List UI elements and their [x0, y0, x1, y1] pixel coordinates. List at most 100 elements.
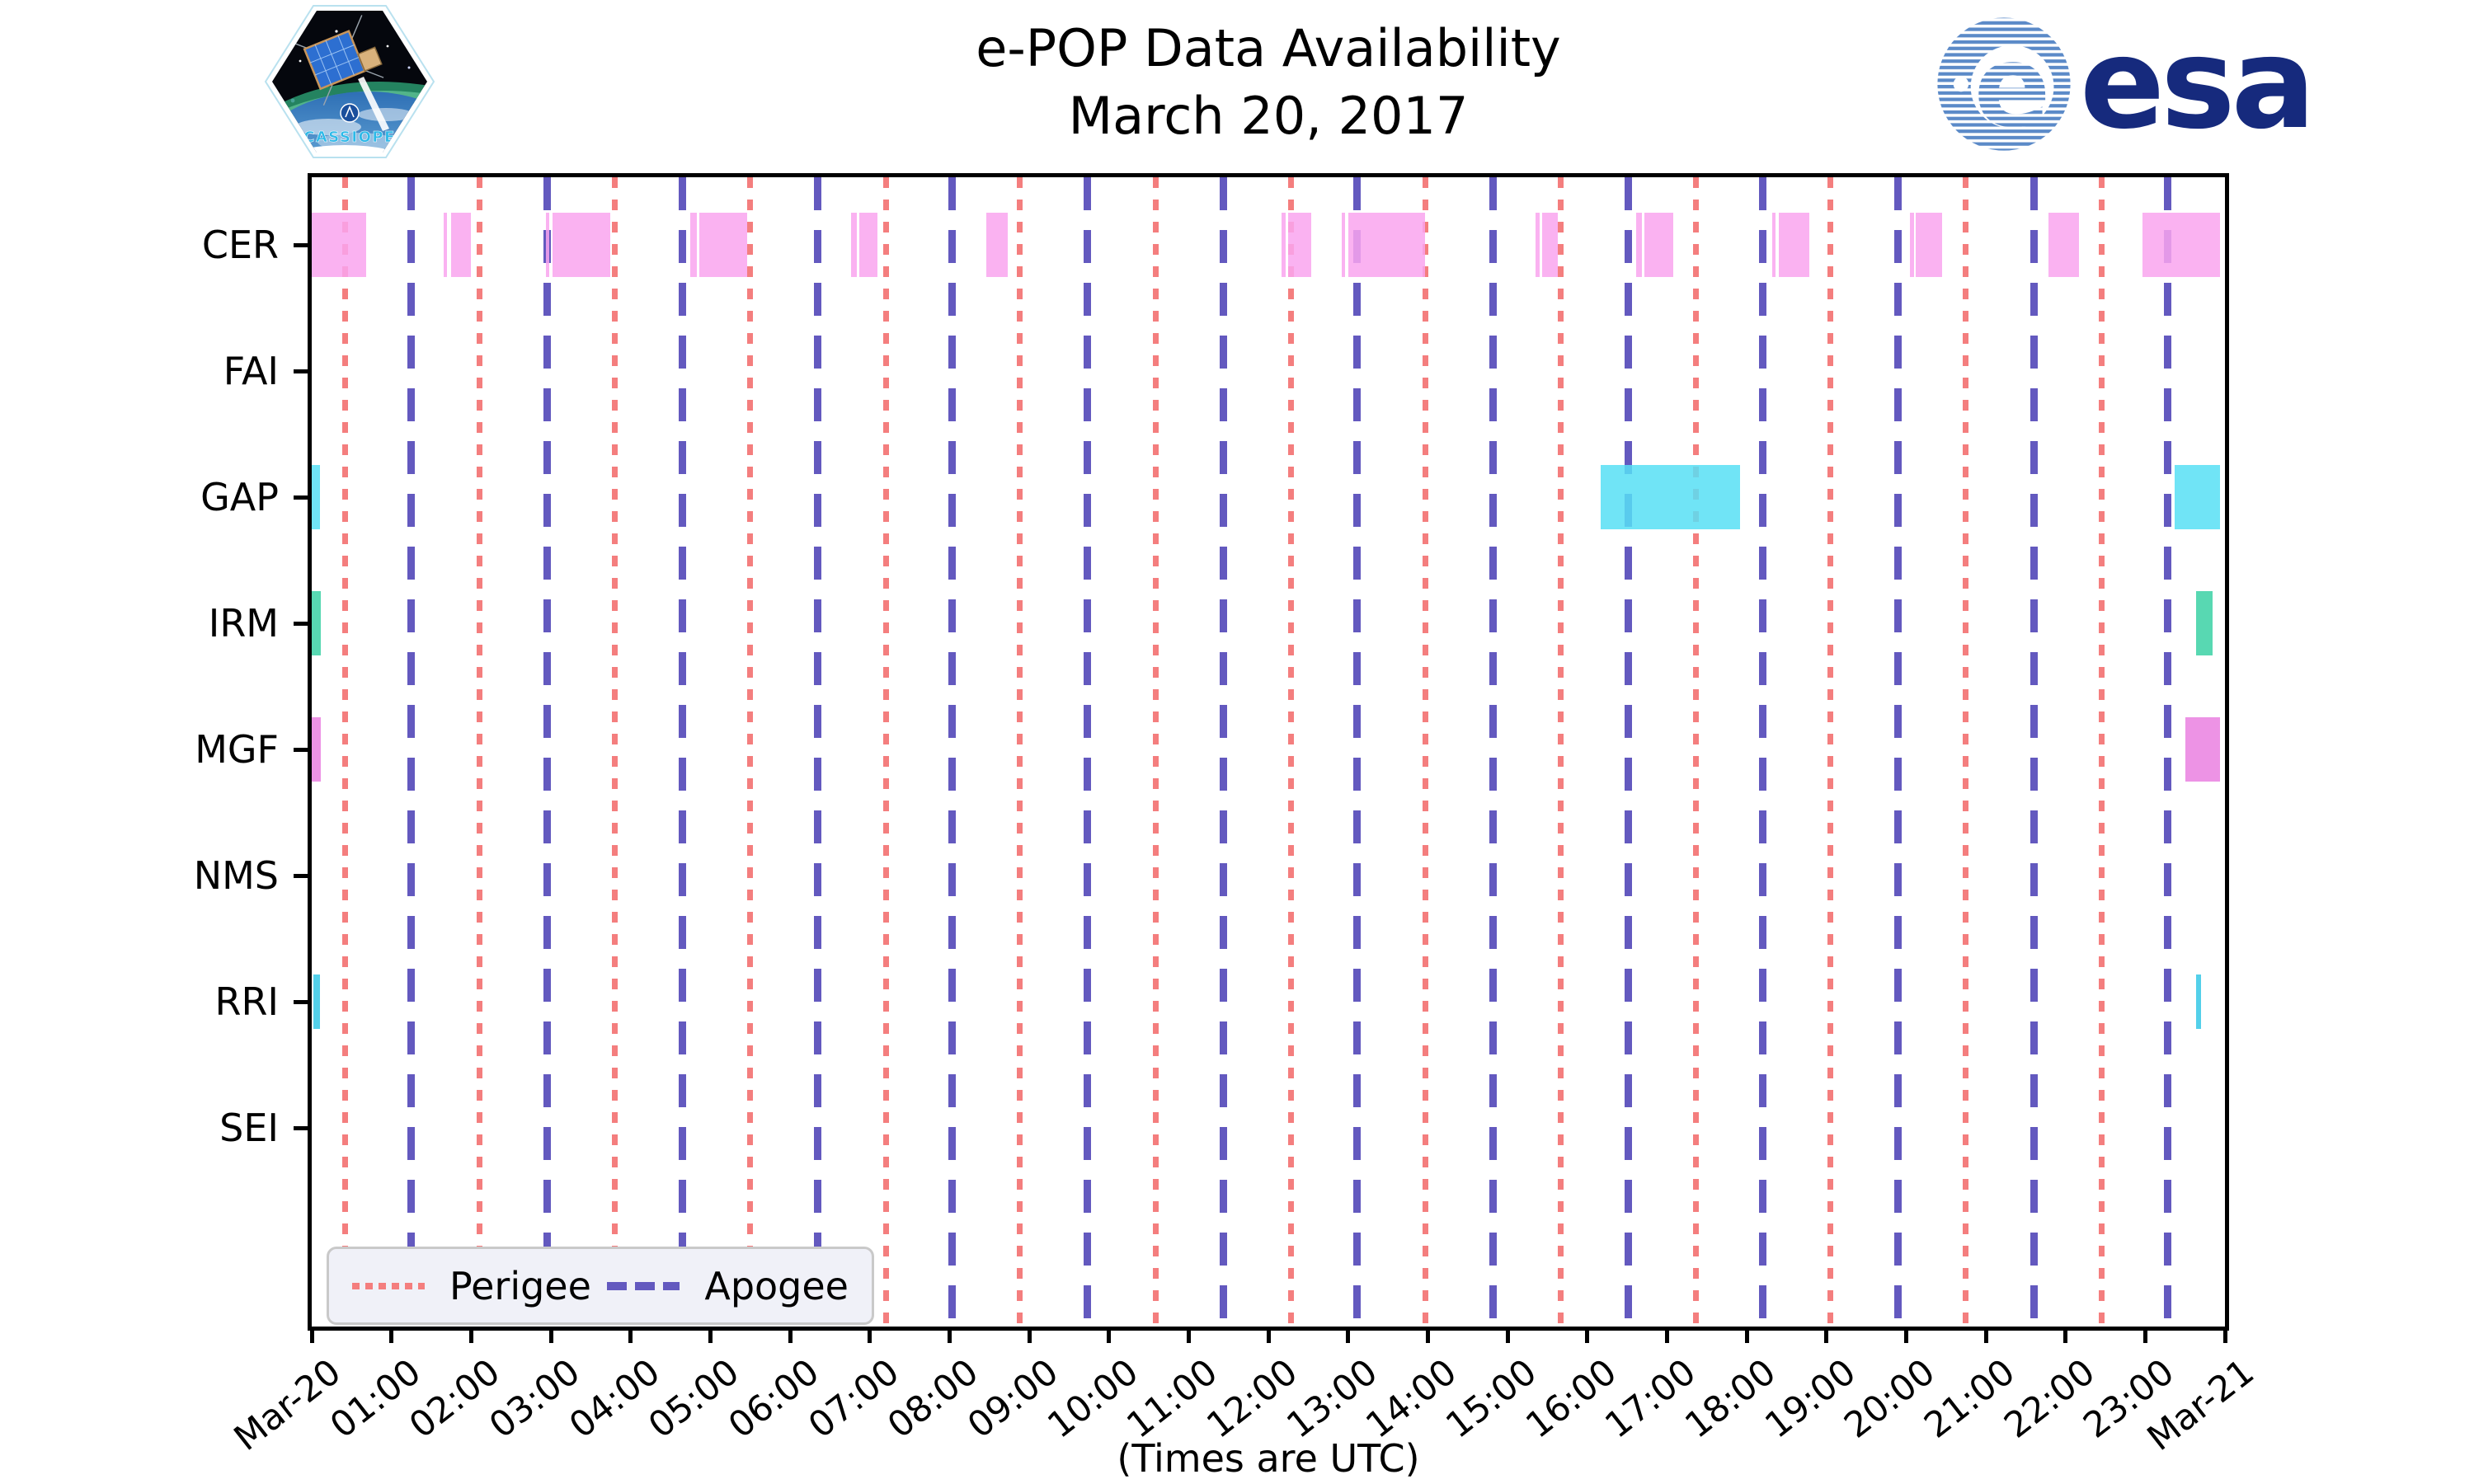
availability-bar-cer	[1778, 213, 1809, 277]
x-tick	[1107, 1327, 1112, 1343]
x-tick	[468, 1327, 473, 1343]
x-tick	[1425, 1327, 1430, 1343]
availability-bar-cer	[1288, 213, 1311, 277]
perigee-line	[1422, 177, 1428, 1327]
y-label-irm: IRM	[208, 601, 279, 646]
esa-wordmark: esa	[2080, 11, 2316, 157]
x-tick	[1346, 1327, 1351, 1343]
availability-bar-cer	[451, 213, 472, 277]
perigee-legend-label: Perigee	[449, 1263, 591, 1308]
cassiope-patch-label: CASSIOPE	[303, 129, 396, 146]
y-tick	[294, 242, 312, 247]
availability-bar-cer	[699, 213, 748, 277]
perigee-line	[1152, 177, 1159, 1327]
availability-bar-cer	[1915, 213, 1942, 277]
availability-bar-cer	[1910, 213, 1914, 277]
x-tick	[1903, 1327, 1908, 1343]
perigee-line	[611, 177, 618, 1327]
perigee-line	[1963, 177, 1969, 1327]
x-tick	[2222, 1327, 2227, 1343]
y-tick	[294, 1125, 312, 1130]
apogee-line	[1894, 177, 1903, 1327]
availability-bar-cer	[1282, 213, 1286, 277]
svg-text:e: e	[1973, 21, 2050, 153]
apogee-line	[407, 177, 416, 1327]
availability-bar-cer	[1771, 213, 1776, 277]
cassiope-patch-icon: CASSIOPE	[264, 5, 435, 158]
x-tick	[1266, 1327, 1271, 1343]
y-tick	[294, 369, 312, 373]
availability-bar-cer	[2048, 213, 2079, 277]
apogee-legend-label: Apogee	[704, 1263, 849, 1308]
x-tick	[389, 1327, 394, 1343]
availability-bar-mgf	[312, 717, 322, 782]
apogee-line	[679, 177, 686, 1327]
availability-bar-cer	[1341, 213, 1346, 277]
availability-bar-cer	[851, 213, 857, 277]
availability-bar-cer	[986, 213, 1009, 277]
availability-bar-cer	[1644, 213, 1674, 277]
apogee-line	[1489, 177, 1497, 1327]
x-tick	[1664, 1327, 1669, 1343]
availability-bar-cer	[545, 213, 550, 277]
y-label-nms: NMS	[193, 853, 279, 898]
availability-bar-cer	[1541, 213, 1559, 277]
y-tick	[294, 873, 312, 878]
y-label-mgf: MGF	[195, 727, 279, 772]
perigee-line	[2098, 177, 2105, 1327]
perigee-line	[476, 177, 482, 1327]
y-label-gap: GAP	[200, 475, 279, 519]
availability-bar-mgf	[2185, 717, 2220, 782]
plot-area: Perigee Apogee	[308, 173, 2229, 1331]
x-tick	[947, 1327, 952, 1343]
availability-bar-gap	[312, 465, 320, 529]
x-tick	[868, 1327, 872, 1343]
apogee-line	[543, 177, 551, 1327]
availability-bar-gap	[1600, 465, 1740, 529]
y-label-rri: RRI	[214, 979, 280, 1024]
availability-bar-cer	[552, 213, 611, 277]
x-axis-title: (Times are UTC)	[1117, 1436, 1420, 1481]
availability-bar-cer	[443, 213, 448, 277]
y-tick	[294, 621, 312, 626]
x-tick	[2142, 1327, 2147, 1343]
availability-bar-cer	[858, 213, 878, 277]
x-tick	[1027, 1327, 1032, 1343]
x-tick	[548, 1327, 553, 1343]
x-tick	[708, 1327, 713, 1343]
x-tick	[1505, 1327, 1510, 1343]
legend: Perigee Apogee	[327, 1247, 874, 1325]
x-tick	[1744, 1327, 1749, 1343]
perigee-line-sample	[352, 1282, 425, 1289]
x-tick	[2063, 1327, 2068, 1343]
x-tick	[1824, 1327, 1829, 1343]
chart-subtitle: March 20, 2017	[1068, 86, 1469, 146]
x-tick	[628, 1327, 633, 1343]
availability-bar-irm	[2195, 591, 2213, 655]
availability-bar-cer	[1535, 213, 1540, 277]
apogee-line	[1625, 177, 1633, 1327]
perigee-line	[1287, 177, 1294, 1327]
y-tick	[294, 495, 312, 500]
y-tick	[294, 747, 312, 752]
apogee-line	[1084, 177, 1092, 1327]
availability-bar-cer	[690, 213, 698, 277]
x-tick	[1186, 1327, 1191, 1343]
y-tick	[294, 999, 312, 1004]
availability-bar-cer	[1636, 213, 1642, 277]
perigee-line	[341, 177, 348, 1327]
apogee-line-sample	[607, 1281, 680, 1290]
x-tick	[309, 1327, 314, 1343]
x-tick	[788, 1327, 793, 1343]
availability-bar-cer	[312, 213, 367, 277]
esa-logo: e esa	[1933, 11, 2316, 157]
availability-bar-irm	[312, 591, 322, 655]
x-tick	[1983, 1327, 1988, 1343]
y-label-sei: SEI	[219, 1106, 279, 1150]
apogee-line	[1353, 177, 1362, 1327]
apogee-line	[1758, 177, 1766, 1327]
availability-bar-cer	[1348, 213, 1426, 277]
chart-title-block: e-POP Data Availability March 20, 2017	[976, 15, 1561, 150]
apogee-line	[814, 177, 822, 1327]
availability-bar-rri	[2195, 974, 2201, 1029]
